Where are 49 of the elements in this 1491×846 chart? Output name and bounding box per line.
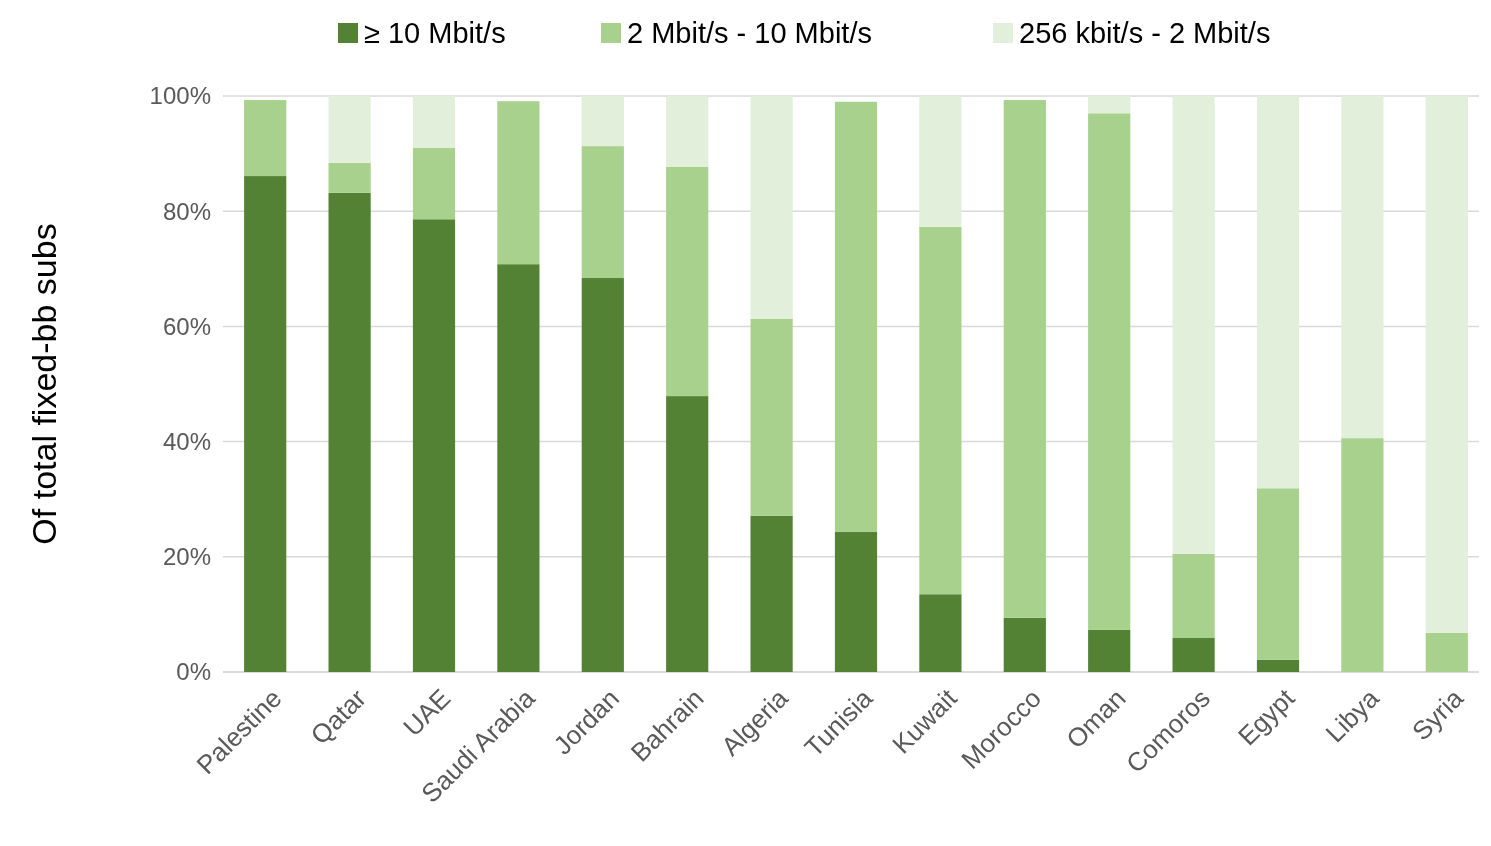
- bar: [1425, 632, 1468, 672]
- y-tick-label: 20%: [162, 543, 211, 571]
- bar: [581, 278, 624, 672]
- bar: [412, 96, 456, 148]
- bar: [750, 515, 793, 672]
- y-tick-label: 40%: [162, 428, 211, 455]
- bar: [328, 192, 371, 672]
- bar: [1088, 629, 1131, 672]
- bar: [497, 264, 540, 672]
- bar: [1341, 438, 1384, 672]
- bar: [1088, 113, 1131, 630]
- bar: [412, 147, 456, 220]
- legend-label: 256 kbit/s - 2 Mbit/s: [1019, 17, 1271, 50]
- bar: [1425, 96, 1468, 633]
- legend-label: 2 Mbit/s - 10 Mbit/s: [627, 17, 872, 50]
- bar: [1256, 96, 1300, 489]
- bar: [666, 96, 709, 167]
- bar: [328, 162, 371, 193]
- bar: [1341, 96, 1384, 439]
- bar: [581, 96, 624, 147]
- bar: [1256, 488, 1300, 660]
- bar: [1172, 638, 1215, 672]
- bar: [1172, 96, 1215, 554]
- bar: [666, 396, 709, 672]
- y-axis-title: Of total fixed-bb subs: [25, 223, 63, 545]
- bar: [244, 100, 287, 177]
- y-tick-label: 0%: [176, 658, 211, 686]
- bar: [666, 166, 709, 397]
- bar: [1256, 659, 1300, 672]
- bar: [919, 226, 962, 595]
- bar: [919, 96, 962, 227]
- y-tick-label: 100%: [149, 82, 211, 110]
- bar: [1003, 617, 1046, 672]
- y-tick-label: 60%: [162, 312, 211, 340]
- bar: [919, 594, 962, 672]
- bar: [1003, 100, 1046, 618]
- bar: [244, 176, 287, 672]
- bar: [1088, 96, 1131, 114]
- bar: [412, 219, 456, 672]
- bar: [497, 101, 540, 265]
- bar: [750, 96, 793, 319]
- bar: [581, 146, 624, 279]
- bar: [1172, 553, 1215, 639]
- y-tick-label: 80%: [162, 197, 211, 225]
- bar: [834, 532, 878, 672]
- bar: [750, 318, 793, 516]
- bar: [834, 101, 878, 533]
- legend-label: ≥ 10 Mbit/s: [364, 17, 506, 50]
- bar: [328, 96, 371, 163]
